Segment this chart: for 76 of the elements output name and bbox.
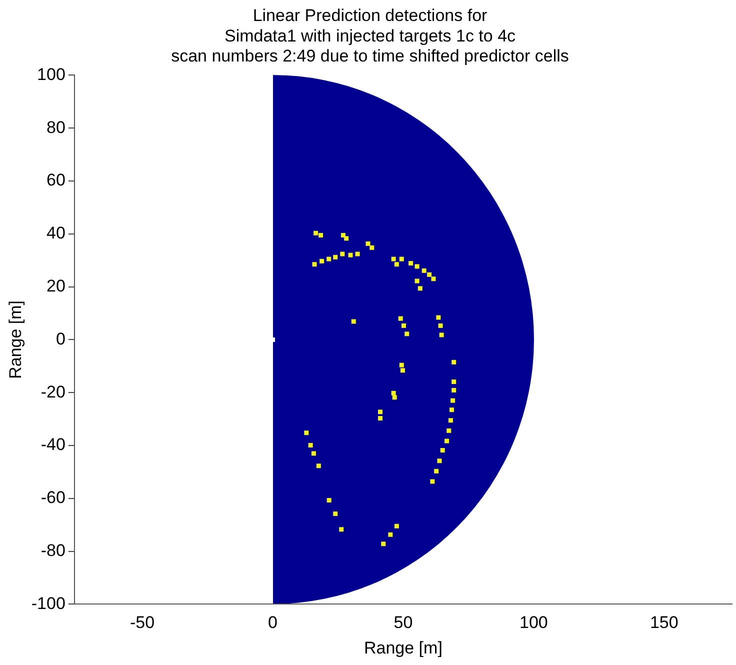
point xyxy=(394,262,399,267)
point xyxy=(333,254,338,260)
point xyxy=(312,262,317,267)
point xyxy=(348,252,353,258)
point xyxy=(440,448,445,453)
point xyxy=(391,390,396,396)
point xyxy=(404,332,410,336)
point xyxy=(392,395,397,400)
point xyxy=(418,286,422,291)
point xyxy=(431,276,436,282)
point xyxy=(408,260,414,266)
point xyxy=(414,278,420,284)
point xyxy=(430,479,435,484)
y-axis-title: Range [m] xyxy=(6,300,25,379)
y-tick-label: 80 xyxy=(46,118,66,137)
y-tick-label: 0 xyxy=(56,329,66,348)
x-tick-label: 50 xyxy=(394,613,413,632)
y-tick-label: 20 xyxy=(46,276,66,296)
point xyxy=(452,360,456,364)
point xyxy=(316,464,321,468)
point xyxy=(450,398,456,403)
y-tick-label: -40 xyxy=(40,435,66,454)
point xyxy=(436,315,441,320)
point xyxy=(381,542,386,546)
point xyxy=(399,362,404,368)
point xyxy=(333,511,338,516)
y-tick-label: -20 xyxy=(40,382,66,402)
chart-title: Linear Prediction detections for Simdata1 with injected targets 1c to 4c scan numbers 2:49 due to time shifted predictor cells xyxy=(171,6,569,66)
point xyxy=(444,438,450,444)
point xyxy=(398,316,403,321)
point xyxy=(401,323,406,328)
point xyxy=(378,416,383,421)
point xyxy=(439,332,444,338)
point xyxy=(394,524,399,528)
point xyxy=(326,498,332,503)
y-tick-label: -60 xyxy=(40,488,66,508)
point xyxy=(434,468,439,474)
point xyxy=(391,256,396,262)
point xyxy=(388,532,393,537)
point xyxy=(351,319,356,324)
point xyxy=(438,323,443,328)
point xyxy=(344,236,349,241)
point xyxy=(366,241,370,246)
point xyxy=(311,451,316,456)
point xyxy=(437,458,442,464)
point xyxy=(339,527,344,532)
point xyxy=(370,245,374,250)
y-tick-label: -100 xyxy=(31,594,66,613)
point xyxy=(355,252,360,256)
y-tick-label: -80 xyxy=(40,540,66,560)
point xyxy=(308,442,313,448)
point xyxy=(399,256,404,262)
point xyxy=(314,230,318,236)
point xyxy=(318,232,324,238)
point xyxy=(448,418,453,423)
point xyxy=(340,252,345,256)
point xyxy=(400,368,405,373)
y-tick-label: 60 xyxy=(46,170,66,190)
x-tick-label: 150 xyxy=(650,613,678,632)
point xyxy=(427,272,432,277)
point xyxy=(446,428,452,433)
point xyxy=(378,410,383,414)
y-tick-label: 40 xyxy=(46,224,66,243)
point xyxy=(304,430,309,436)
point xyxy=(414,264,420,269)
x-tick-label: 100 xyxy=(519,613,548,632)
x-axis-title: Range [m] xyxy=(364,638,442,658)
x-tick-label: 0 xyxy=(268,613,278,632)
point xyxy=(452,379,456,384)
point xyxy=(452,388,456,392)
point xyxy=(449,408,454,412)
point xyxy=(422,268,426,273)
point xyxy=(326,256,332,262)
y-tick-label: 100 xyxy=(37,64,66,84)
x-tick-label: -50 xyxy=(130,613,155,632)
point xyxy=(320,258,324,264)
